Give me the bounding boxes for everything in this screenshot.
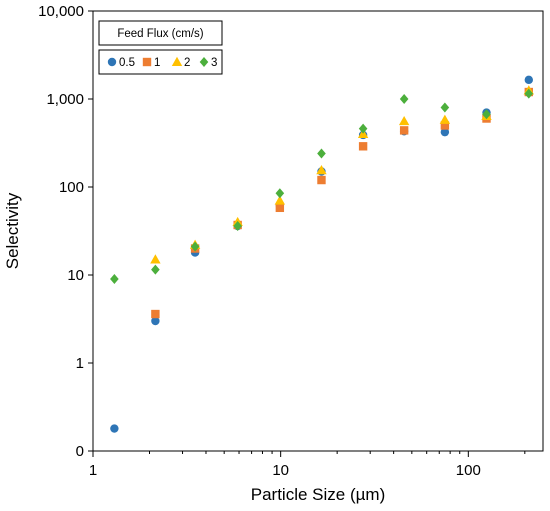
y-axis-title: Selectivity: [3, 192, 22, 269]
legend-entry-2: 2: [171, 56, 190, 69]
legend-label: 2: [184, 57, 190, 69]
series-1: [151, 87, 533, 319]
data-point: [524, 88, 534, 99]
legend-label: 3: [211, 57, 217, 69]
data-point: [482, 109, 491, 120]
y-tick-label: 1: [76, 355, 84, 372]
x-tick-label: 100: [456, 462, 481, 479]
legend-entry-0.5: 0.5: [107, 57, 135, 69]
y-tick-label: 1,000: [46, 91, 84, 108]
data-point: [110, 274, 119, 285]
legend-label: 1: [154, 57, 160, 69]
x-axis-ticks: 1 10 100: [89, 451, 526, 479]
series-2: [150, 85, 534, 264]
data-point: [399, 126, 409, 135]
y-tick-label: 0: [76, 443, 84, 460]
data-point: [316, 165, 327, 175]
data-point: [439, 114, 451, 124]
legend-marker: [171, 56, 183, 66]
data-points: [110, 75, 534, 433]
y-axis-ticks: 0 1 10 100 1,000 10,000: [38, 3, 93, 460]
data-point: [275, 188, 285, 199]
legend-entry-1: 1: [142, 57, 160, 69]
x-tick-label: 10: [272, 462, 289, 479]
data-point: [440, 102, 450, 113]
series-0.5: [110, 75, 533, 433]
data-point: [440, 121, 450, 130]
legend-marker: [107, 57, 117, 67]
legend-marker: [142, 57, 152, 67]
data-point: [151, 316, 160, 326]
y-tick-label: 10: [67, 267, 84, 284]
legend-marker: [199, 57, 209, 67]
data-point: [358, 142, 368, 151]
data-point: [440, 127, 450, 137]
data-point: [151, 264, 160, 275]
data-point: [317, 148, 326, 159]
data-point: [275, 203, 285, 213]
legend-label: 0.5: [119, 57, 135, 69]
plot-area-frame: [92, 10, 544, 452]
data-point: [151, 309, 160, 319]
data-point: [398, 115, 410, 126]
data-point: [317, 175, 326, 185]
y-tick-label: 10,000: [38, 3, 84, 20]
legend-entry-3: 3: [199, 57, 217, 69]
data-point: [190, 241, 200, 252]
data-point: [524, 75, 533, 85]
legend-entries: 0.5 1 2 3: [107, 56, 217, 69]
y-tick-label: 100: [59, 179, 84, 196]
data-point: [150, 254, 161, 264]
legend-title: Feed Flux (cm/s): [117, 28, 203, 40]
data-point: [274, 195, 286, 205]
legend-title-box: [98, 20, 223, 46]
x-axis-title: Particle Size (µm): [251, 485, 385, 504]
data-point: [399, 94, 409, 104]
series-3: [110, 88, 534, 285]
x-tick-label: 1: [89, 462, 97, 479]
data-point: [358, 123, 368, 134]
data-point: [110, 424, 119, 433]
data-point: [233, 221, 242, 232]
legend: Feed Flux (cm/s) 0.5 1 2 3: [98, 20, 223, 75]
